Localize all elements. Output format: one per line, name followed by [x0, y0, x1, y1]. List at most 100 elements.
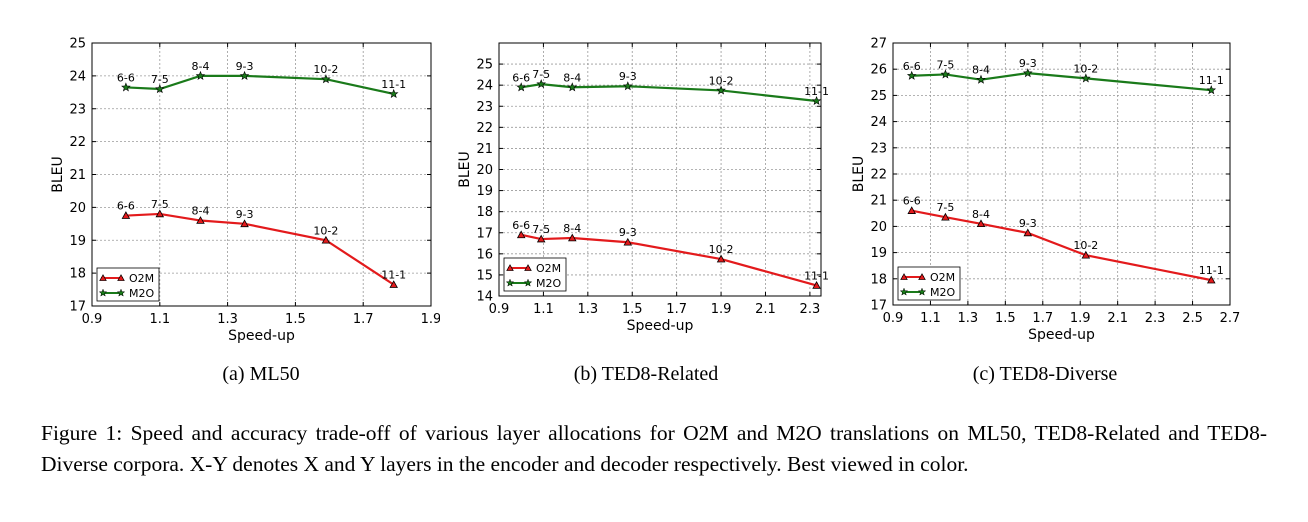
legend-label-o2m: O2M	[930, 271, 955, 284]
data-point-o2m	[1081, 250, 1091, 259]
data-label-o2m: 10-2	[1073, 239, 1098, 252]
data-point-m2o	[1206, 85, 1217, 95]
data-point-m2o	[623, 81, 633, 91]
charts-row: 0.9 1.1 1.3 1.5 1.7 1.9 17 18 19 20 21 22 23 24 25 Spee…	[50, 37, 1241, 345]
data-label-o2m: 8-4	[191, 205, 209, 218]
data-label-m2o: 11-1	[804, 85, 829, 98]
y-tick-label: 24	[870, 115, 887, 130]
x-axis-label: Speed-up	[228, 328, 295, 344]
data-point-o2m	[623, 237, 633, 246]
data-point-o2m	[155, 209, 165, 218]
data-point-o2m	[1206, 275, 1216, 284]
x-tick-label: 2.1	[1107, 311, 1128, 326]
legend-label-m2o: M2O	[129, 287, 154, 300]
x-tick-label: 0.9	[82, 312, 103, 327]
x-tick-label: 1.5	[622, 302, 643, 317]
data-label-o2m: 6-6	[903, 195, 921, 208]
data-point-o2m	[196, 216, 205, 224]
legend-marker-o2m	[99, 274, 107, 281]
subcaption-ted8-related: (b) TED8-Related	[573, 363, 719, 385]
x-tick-label: 1.9	[711, 302, 732, 317]
series-line-o2m	[125, 212, 395, 286]
x-tick-label: 1.3	[577, 302, 598, 317]
plot-frame	[91, 42, 432, 307]
y-tick-label: 24	[476, 79, 493, 94]
data-label-o2m: 9-3	[236, 208, 254, 221]
x-tick-label: 1.7	[666, 302, 687, 317]
plot-frame	[892, 42, 1231, 306]
x-tick-label: 2.5	[1182, 311, 1203, 326]
data-label-m2o: 8-4	[972, 64, 990, 77]
data-label-m2o: 6-6	[903, 60, 921, 73]
legend-marker-m2o	[98, 288, 108, 297]
x-axis-label: Speed-up	[1028, 327, 1095, 343]
y-tick-label: 18	[476, 205, 493, 220]
data-point-m2o	[567, 82, 578, 92]
data-label-o2m: 11-1	[381, 269, 406, 282]
data-label-m2o: 7-5	[936, 58, 954, 71]
data-point-m2o	[1023, 68, 1033, 78]
y-tick-label: 25	[476, 58, 493, 73]
data-label-m2o: 10-2	[709, 74, 734, 87]
data-point-o2m	[1023, 228, 1033, 237]
data-label-m2o: 7-5	[151, 73, 169, 86]
data-label-o2m: 6-6	[512, 219, 530, 232]
y-tick-label: 24	[69, 69, 86, 84]
data-point-m2o	[155, 83, 165, 94]
figure-caption: Figure 1: Speed and accuracy trade-off o…	[41, 421, 1267, 476]
data-point-m2o	[516, 82, 526, 92]
data-point-o2m	[516, 230, 526, 239]
series-line-m2o	[125, 74, 394, 96]
y-tick-label: 18	[870, 272, 887, 287]
data-label-m2o: 8-4	[563, 71, 581, 84]
x-tick-label: 1.7	[1032, 311, 1053, 326]
chart-ted8-related: 0.9 1.1 1.3 1.5 1.7 1.9 2.1 2.3 14 15 16 17 18 19 20 21…	[457, 42, 829, 334]
x-tick-label: 1.3	[958, 311, 979, 326]
data-label-o2m: 10-2	[709, 243, 734, 256]
data-point-o2m	[812, 281, 821, 289]
legend-marker-m2o	[116, 288, 126, 297]
legend-marker-m2o	[899, 287, 909, 296]
plot-frame	[498, 42, 822, 297]
data-point-o2m	[568, 233, 577, 242]
data-label-o2m: 9-3	[1019, 217, 1037, 230]
chart-ml50: 0.9 1.1 1.3 1.5 1.7 1.9 17 18 19 20 21 22 23 24 25 Spee…	[50, 37, 440, 345]
data-label-m2o: 11-1	[1199, 74, 1224, 87]
y-tick-label: 17	[69, 300, 86, 315]
data-label-o2m: 11-1	[1199, 264, 1224, 277]
data-label-m2o: 11-1	[381, 78, 406, 91]
data-label-m2o: 6-6	[117, 71, 135, 84]
y-tick-label: 26	[870, 63, 887, 78]
data-point-o2m	[321, 235, 331, 244]
y-tick-label: 25	[870, 89, 887, 104]
x-tick-label: 1.9	[1070, 311, 1091, 326]
data-point-m2o	[239, 70, 250, 80]
data-label-o2m: 8-4	[563, 222, 581, 235]
x-tick-label: 1.7	[353, 312, 374, 327]
series-line-m2o	[911, 72, 1212, 92]
y-tick-label: 21	[476, 142, 493, 157]
data-label-o2m: 9-3	[619, 226, 637, 239]
y-tick-label: 25	[69, 37, 86, 52]
data-point-m2o	[388, 88, 399, 99]
legend-box	[897, 266, 961, 301]
y-tick-label: 23	[476, 100, 493, 115]
x-tick-label: 2.1	[755, 302, 776, 317]
data-label-m2o: 10-2	[1073, 62, 1098, 75]
x-tick-label: 1.9	[421, 312, 440, 327]
data-point-m2o	[940, 69, 951, 79]
y-tick-label: 22	[69, 135, 86, 150]
data-label-o2m: 8-4	[972, 208, 990, 221]
data-point-o2m	[389, 280, 398, 288]
y-tick-label: 17	[476, 226, 493, 241]
x-tick-label: 2.7	[1220, 311, 1241, 326]
data-label-m2o: 8-4	[191, 60, 209, 73]
legend-marker-o2m	[524, 264, 532, 271]
data-label-m2o: 9-3	[236, 60, 254, 73]
data-point-o2m	[941, 212, 950, 221]
legend-marker-m2o	[505, 278, 515, 287]
x-axis-label: Speed-up	[627, 318, 694, 334]
y-tick-label: 20	[69, 201, 86, 216]
y-tick-label: 20	[870, 220, 887, 235]
data-point-m2o	[906, 70, 917, 80]
